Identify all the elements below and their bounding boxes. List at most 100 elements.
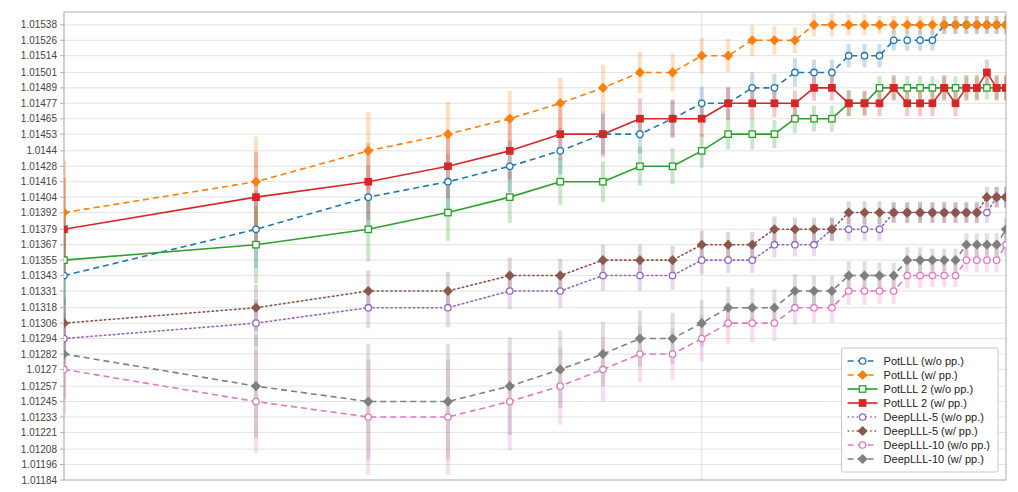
marker [876, 100, 882, 106]
marker [749, 320, 755, 326]
tick-label-y: 1.01306 [21, 318, 58, 329]
marker [974, 257, 980, 263]
marker [1003, 194, 1006, 200]
marker [811, 85, 817, 91]
marker [699, 335, 705, 341]
marker [929, 85, 935, 91]
marker [829, 69, 835, 75]
error-bars [64, 233, 1006, 475]
marker [64, 335, 67, 341]
marker [445, 179, 451, 185]
marker [876, 288, 882, 294]
marker [444, 287, 452, 295]
marker [973, 208, 981, 216]
marker [917, 209, 923, 215]
tick-label-y: 1.01184 [22, 475, 58, 486]
marker [974, 209, 980, 215]
marker [917, 85, 923, 91]
marker [829, 305, 835, 311]
marker [792, 242, 798, 248]
marker [1003, 242, 1006, 248]
grid-line-y [64, 118, 1006, 119]
tick-label-y: 1.01294 [21, 333, 58, 344]
marker [507, 194, 513, 200]
grid-line-y [64, 307, 1006, 308]
marker [983, 21, 991, 29]
marker [725, 100, 731, 106]
marker [962, 21, 970, 29]
tick-y [60, 401, 64, 402]
marker [1002, 193, 1006, 201]
marker [845, 208, 853, 216]
legend-label: DeepLLL-10 (w/ pp.) [884, 453, 984, 465]
marker [748, 36, 756, 44]
tick-label-y: 1.01282 [21, 349, 58, 360]
marker [253, 194, 259, 200]
marker [724, 241, 732, 249]
tick-label-y: 1.01208 [21, 444, 58, 455]
marker [951, 256, 959, 264]
marker [600, 272, 606, 278]
marker [1003, 85, 1006, 91]
marker [829, 226, 835, 232]
marker [973, 241, 981, 249]
series-line [64, 197, 1006, 323]
marker [506, 382, 514, 390]
marker [811, 242, 817, 248]
marker [828, 225, 836, 233]
marker [556, 99, 564, 107]
marker [940, 256, 948, 264]
marker [791, 225, 799, 233]
tick-y [60, 150, 64, 151]
marker [725, 320, 731, 326]
series [64, 22, 1006, 279]
marker [891, 37, 897, 43]
grid-line-y [64, 197, 1006, 198]
marker [748, 241, 756, 249]
series-line [64, 25, 1006, 276]
marker [974, 22, 980, 28]
series-line [64, 245, 1006, 417]
marker [929, 100, 935, 106]
marker [253, 226, 259, 232]
tick-label-y: 1.01343 [21, 270, 58, 281]
marker [669, 116, 675, 122]
plot-frame [64, 12, 1006, 480]
marker [941, 85, 947, 91]
grid-line-y [64, 87, 1006, 88]
marker [904, 85, 910, 91]
marker [506, 271, 514, 279]
marker [748, 304, 756, 312]
marker [556, 271, 564, 279]
marker [365, 194, 371, 200]
legend-item: PotLLL (w/ pp.) [848, 369, 958, 381]
marker [749, 257, 755, 263]
tick-y [60, 338, 64, 339]
marker [507, 163, 513, 169]
marker [253, 242, 259, 248]
tick-label-y: 1.01465 [21, 113, 58, 124]
legend-item: PotLLL 2 (w/ pp.) [848, 397, 967, 409]
marker [974, 85, 980, 91]
marker [600, 179, 606, 185]
legend-label: PotLLL 2 (w/o pp.) [884, 383, 973, 395]
marker [917, 272, 923, 278]
marker [365, 179, 371, 185]
marker [698, 241, 706, 249]
marker [64, 366, 67, 372]
marker [637, 163, 643, 169]
grid-line-y [64, 338, 1006, 339]
marker [875, 271, 883, 279]
marker [811, 305, 817, 311]
series-line [64, 88, 1006, 260]
marker [64, 257, 67, 263]
marker [845, 226, 851, 232]
marker [791, 287, 799, 295]
marker [365, 226, 371, 232]
marker [963, 22, 969, 28]
marker [669, 163, 675, 169]
marker [845, 100, 851, 106]
marker [973, 21, 981, 29]
marker [637, 351, 643, 357]
marker [507, 288, 513, 294]
